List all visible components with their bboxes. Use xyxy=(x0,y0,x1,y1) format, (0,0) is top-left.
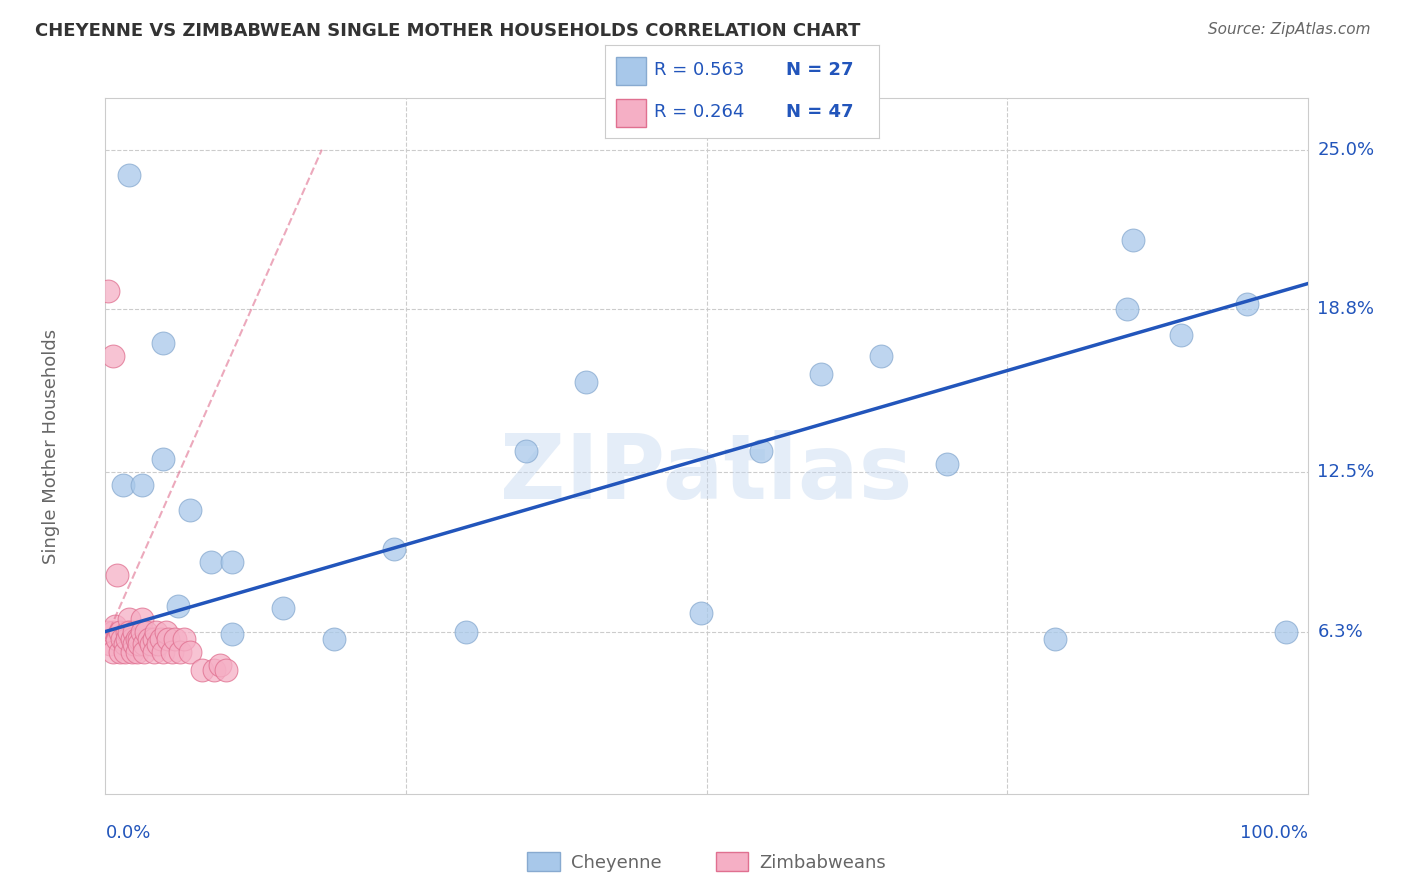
Point xyxy=(118,169,141,183)
Point xyxy=(208,658,231,673)
Point xyxy=(125,632,148,647)
Point xyxy=(138,632,160,647)
Point xyxy=(179,645,201,659)
Point xyxy=(202,663,225,677)
Point xyxy=(200,555,222,569)
Point xyxy=(139,637,162,651)
Point xyxy=(112,477,135,491)
Point xyxy=(118,612,141,626)
Point xyxy=(936,457,959,471)
Text: N = 47: N = 47 xyxy=(786,103,853,121)
Point xyxy=(132,645,155,659)
Point xyxy=(1170,328,1192,343)
Legend: Cheyenne, Zimbabweans: Cheyenne, Zimbabweans xyxy=(520,845,893,879)
Point xyxy=(114,637,136,651)
Text: 6.3%: 6.3% xyxy=(1317,623,1362,640)
Point xyxy=(97,624,120,639)
Point xyxy=(160,645,183,659)
Text: 0.0%: 0.0% xyxy=(105,824,150,842)
Point xyxy=(221,627,243,641)
Point xyxy=(152,645,174,659)
Point xyxy=(145,624,167,639)
Text: R = 0.264: R = 0.264 xyxy=(654,103,744,121)
Point xyxy=(131,477,153,491)
Point xyxy=(131,612,153,626)
Point xyxy=(121,645,143,659)
Point xyxy=(749,444,772,458)
Point xyxy=(322,632,344,647)
Point xyxy=(155,624,177,639)
Point xyxy=(115,632,138,647)
Point xyxy=(179,503,201,517)
Point xyxy=(156,632,179,647)
Point xyxy=(124,637,146,651)
Point xyxy=(169,645,191,659)
Text: 18.8%: 18.8% xyxy=(1317,301,1374,318)
Point xyxy=(101,624,124,639)
Text: 25.0%: 25.0% xyxy=(1317,141,1375,159)
Point xyxy=(148,637,170,651)
Point xyxy=(142,632,165,647)
Point xyxy=(575,375,598,389)
Point xyxy=(810,367,832,381)
Text: Source: ZipAtlas.com: Source: ZipAtlas.com xyxy=(1208,22,1371,37)
Point xyxy=(107,632,129,647)
Point xyxy=(97,285,120,299)
Point xyxy=(125,645,148,659)
Point xyxy=(111,632,134,647)
Point xyxy=(104,619,127,633)
FancyBboxPatch shape xyxy=(616,57,645,85)
Point xyxy=(1122,233,1144,247)
Point xyxy=(101,349,124,363)
Text: R = 0.563: R = 0.563 xyxy=(654,61,744,78)
Point xyxy=(101,645,124,659)
Point xyxy=(149,632,172,647)
Text: Single Mother Households: Single Mother Households xyxy=(42,328,60,564)
Point xyxy=(98,637,121,651)
Point xyxy=(114,645,136,659)
Point xyxy=(221,555,243,569)
Point xyxy=(190,663,212,677)
Point xyxy=(214,663,236,677)
Point xyxy=(135,624,157,639)
Point xyxy=(108,645,131,659)
Point xyxy=(515,444,537,458)
Text: ZIPatlas: ZIPatlas xyxy=(501,430,912,518)
Point xyxy=(131,624,153,639)
Point xyxy=(132,637,155,651)
Point xyxy=(142,645,165,659)
Point xyxy=(166,599,188,613)
Text: 100.0%: 100.0% xyxy=(1240,824,1308,842)
Point xyxy=(152,335,174,350)
Point xyxy=(115,624,138,639)
Point xyxy=(273,601,295,615)
Point xyxy=(1236,297,1258,311)
Point xyxy=(152,451,174,466)
Text: 12.5%: 12.5% xyxy=(1317,463,1375,481)
Point xyxy=(173,632,195,647)
Text: N = 27: N = 27 xyxy=(786,61,853,78)
Point xyxy=(165,632,187,647)
Text: CHEYENNE VS ZIMBABWEAN SINGLE MOTHER HOUSEHOLDS CORRELATION CHART: CHEYENNE VS ZIMBABWEAN SINGLE MOTHER HOU… xyxy=(35,22,860,40)
Point xyxy=(1043,632,1066,647)
Point xyxy=(382,542,405,557)
Point xyxy=(128,632,150,647)
Point xyxy=(118,624,141,639)
Point xyxy=(454,624,477,639)
Point xyxy=(689,607,711,621)
Point xyxy=(128,637,150,651)
Point xyxy=(1275,624,1298,639)
FancyBboxPatch shape xyxy=(616,99,645,127)
Point xyxy=(1116,302,1139,317)
Point xyxy=(107,567,129,582)
Point xyxy=(121,632,143,647)
Point xyxy=(124,624,146,639)
Point xyxy=(108,624,131,639)
Point xyxy=(869,349,891,363)
